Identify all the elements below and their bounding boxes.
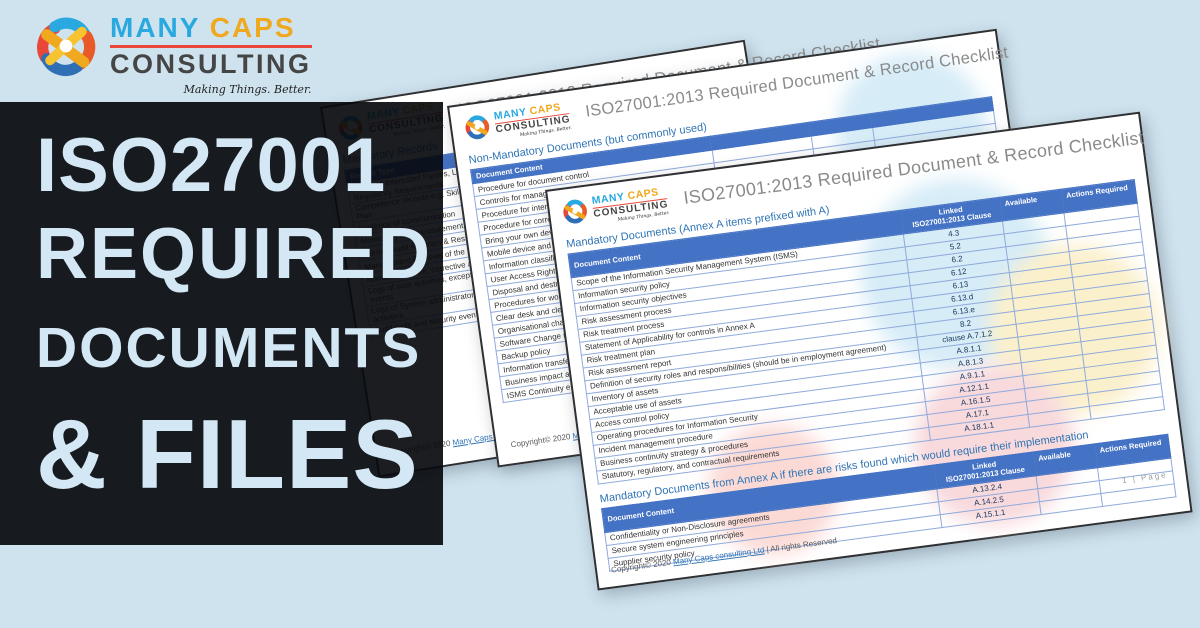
headline-line-1: ISO27001 [36,123,387,208]
brand-consulting: CONSULTING [110,49,312,79]
copyright-text: Copyright© 2020 [510,431,574,450]
manycaps-swirl-icon [563,199,587,224]
brand-wordmark: MANY CAPS [110,12,296,43]
manycaps-logo: MANY CAPS CONSULTING Making Things. Bett… [463,101,572,146]
headline-line-4: & FILES [36,399,419,509]
brand-rule [110,45,312,48]
manycaps-logo: MANY CAPS CONSULTING Making Things. Bett… [560,186,670,230]
document-page-mandatory: MANY CAPS CONSULTING Making Things. Bett… [545,111,1193,591]
page-header: MANY CAPS CONSULTING Making Things. Bett… [560,125,1145,230]
headline-line-3: DOCUMENTS [36,316,422,380]
page-header: MANY CAPS CONSULTING Making Things. Bett… [463,43,1009,146]
document-page-non-mandatory: MANY CAPS CONSULTING Making Things. Bett… [447,28,1048,468]
brand-tagline: Making Things. Better. [183,83,312,96]
headline-line-2: REQUIRED [36,214,433,294]
manycaps-logo: MANY CAPS CONSULTING Making Things. Bett… [34,14,312,96]
manycaps-swirl-icon [37,17,96,76]
manycaps-swirl-icon [465,115,490,140]
headline-panel: ISO27001 REQUIRED DOCUMENTS & FILES [0,102,443,545]
